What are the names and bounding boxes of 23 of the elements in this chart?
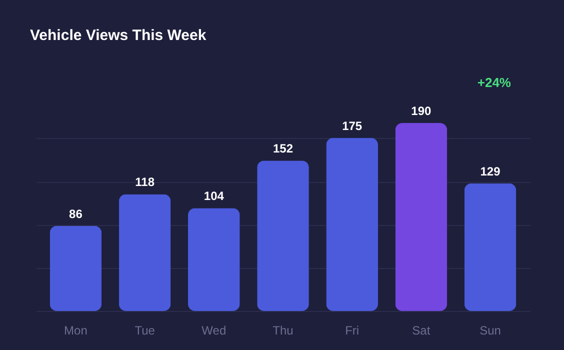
data-label: 86 (69, 206, 83, 221)
data-label: 104 (204, 189, 224, 204)
bar (464, 183, 516, 311)
x-tick-label: Sat (412, 324, 431, 338)
bar (395, 123, 448, 311)
bar (257, 160, 309, 311)
bar (326, 138, 378, 311)
bar (118, 194, 171, 311)
x-tick-label: Mon (64, 324, 88, 338)
data-label: 175 (342, 118, 362, 133)
bar (188, 208, 240, 311)
data-label: 152 (272, 142, 294, 156)
x-tick-label: Tue (134, 324, 156, 338)
x-tick-label: Sun (480, 324, 501, 338)
data-label: 129 (480, 164, 501, 178)
x-tick-label: Thu (272, 324, 294, 338)
chart-title: Vehicle Views This Week (30, 27, 207, 44)
bar (50, 226, 102, 311)
data-label: 118 (135, 175, 155, 190)
x-tick-label: Fri (345, 324, 360, 338)
data-label: 190 (411, 104, 432, 118)
x-tick-label: Wed (202, 324, 226, 338)
text: +24% (477, 75, 512, 90)
